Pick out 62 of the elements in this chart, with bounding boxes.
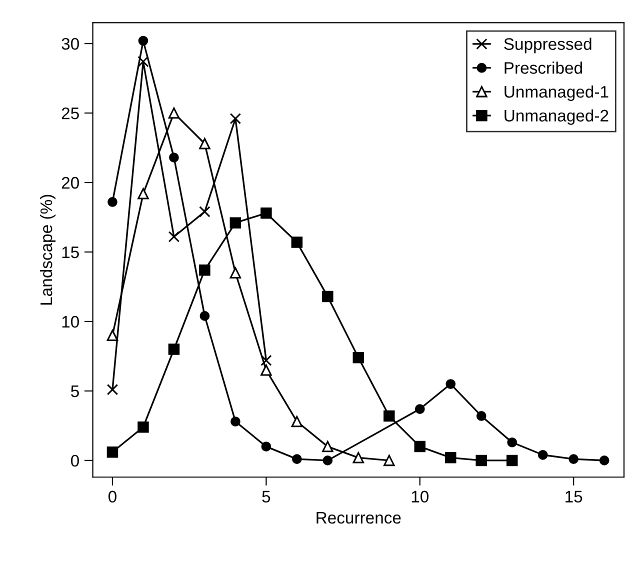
y-tick-label: 20 <box>62 176 79 189</box>
point <box>476 411 486 421</box>
y-tick-label: 25 <box>62 107 79 120</box>
point <box>200 310 210 321</box>
point <box>352 452 364 464</box>
point <box>230 416 240 426</box>
point <box>322 456 333 466</box>
point <box>444 452 456 464</box>
point <box>169 152 179 162</box>
legend-label: Prescribed <box>504 62 582 74</box>
y-tick-label: 0 <box>70 454 79 467</box>
point <box>261 442 272 452</box>
x-tick-label: 0 <box>108 490 116 503</box>
y-tick-label: 5 <box>71 386 79 398</box>
point <box>108 197 118 207</box>
x-tick-label: 15 <box>566 490 582 503</box>
point <box>506 454 518 466</box>
point <box>568 454 579 464</box>
legend-label: Suppressed <box>504 38 592 54</box>
x-tick-label: 10 <box>412 490 428 503</box>
point <box>230 112 242 124</box>
point <box>199 264 210 276</box>
point <box>384 410 395 422</box>
point <box>260 354 272 366</box>
point <box>292 454 302 464</box>
point <box>199 138 210 150</box>
point <box>414 440 426 452</box>
point <box>199 206 210 218</box>
point <box>168 107 180 119</box>
point <box>322 440 334 452</box>
point <box>538 450 548 460</box>
point <box>138 36 148 46</box>
y-tick-label: 30 <box>62 38 79 50</box>
point <box>106 330 118 342</box>
point <box>291 416 303 428</box>
point <box>599 456 610 466</box>
point <box>138 188 149 200</box>
point <box>384 454 395 466</box>
point <box>230 267 242 278</box>
point <box>168 344 180 355</box>
point <box>106 446 118 458</box>
point <box>230 217 242 228</box>
legend-label: Unmanaged-2 <box>504 109 608 125</box>
y-tick-label: 10 <box>62 316 79 328</box>
x-axis-title: Recurrence <box>316 512 401 524</box>
point <box>476 454 487 466</box>
point <box>414 404 425 414</box>
y-tick-label: 15 <box>62 246 79 258</box>
point <box>106 384 118 396</box>
point <box>168 231 180 242</box>
point <box>322 290 334 302</box>
x-tick-label: 5 <box>262 490 270 503</box>
point <box>260 364 272 376</box>
point <box>352 352 364 364</box>
point <box>446 379 456 389</box>
point <box>291 236 303 248</box>
legend-label: Unmanaged-1 <box>504 85 608 101</box>
point <box>260 207 272 219</box>
point <box>507 437 518 448</box>
point <box>138 56 149 68</box>
point <box>138 421 149 433</box>
y-axis-title: Landscape (%) <box>40 194 56 305</box>
